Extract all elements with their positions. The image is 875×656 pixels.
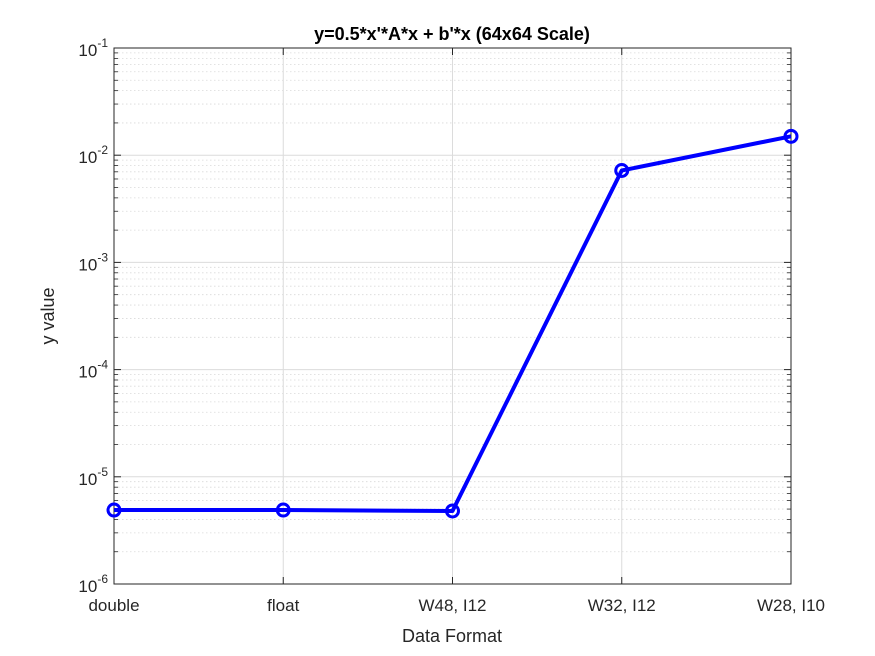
x-tick-label: W32, I12 [588,596,656,615]
data-point [783,128,799,144]
y-tick-exponent: -3 [97,250,108,264]
x-tick-label: float [267,596,299,615]
x-axis-label: Data Format [402,626,502,646]
data-point [614,162,630,178]
x-tick-label: W28, I10 [757,596,825,615]
data-point [275,502,291,518]
x-tick-label: W48, I12 [418,596,486,615]
y-tick-exponent: -6 [97,572,108,586]
chart-title: y=0.5*x'*A*x + b'*x (64x64 Scale) [314,24,590,44]
y-tick-base: 10 [78,255,97,274]
y-tick-base: 10 [78,363,97,382]
y-tick-label: 10-5 [78,465,108,489]
y-tick-base: 10 [78,577,97,596]
y-tick-label: 10-2 [78,143,108,167]
series [106,128,799,519]
x-tick-label: double [88,596,139,615]
data-point [445,503,460,519]
y-tick-label: 10-3 [78,250,108,274]
y-tick-label: 10-1 [78,36,108,60]
y-tick-base: 10 [78,470,97,489]
y-tick-label: 10-4 [78,358,108,382]
ticks [113,47,792,585]
y-tick-exponent: -1 [97,36,108,50]
y-tick-base: 10 [78,148,97,167]
y-axis-label: y value [38,287,58,344]
y-tick-exponent: -2 [97,143,108,157]
y-tick-exponent: -4 [97,358,108,372]
y-tick-label: 10-6 [78,572,108,596]
y-tick-exponent: -5 [97,465,108,479]
series-line [114,134,792,513]
data-point [106,502,122,518]
y-tick-base: 10 [78,41,97,60]
